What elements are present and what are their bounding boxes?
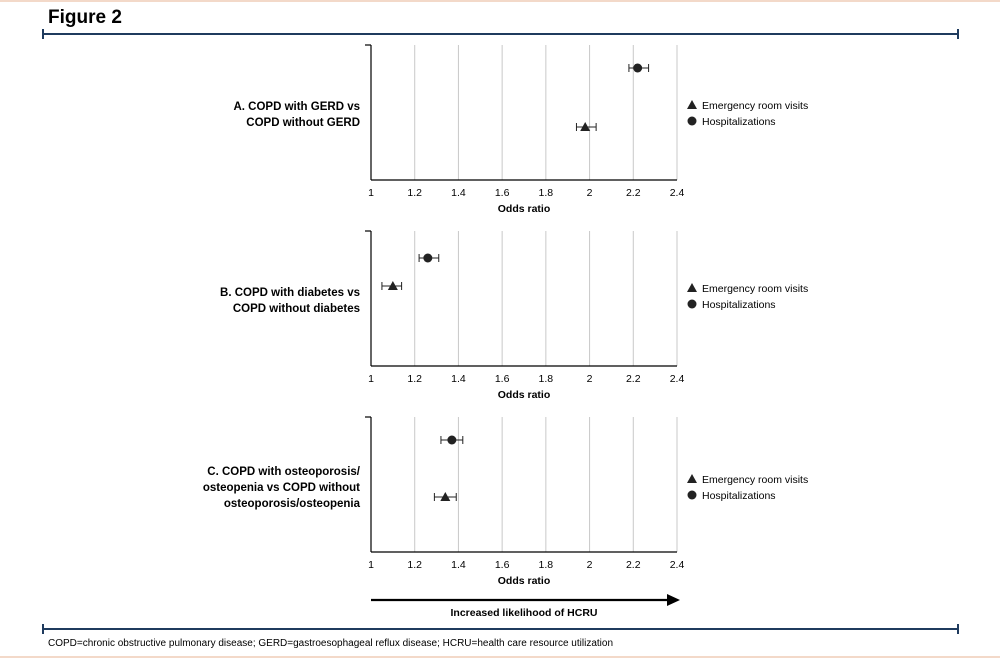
panel-b-tick-label: 2.4	[670, 373, 685, 385]
panel-c-tick-label: 1	[368, 559, 374, 571]
top-border	[0, 0, 1000, 2]
panel-a-tick-label: 1	[368, 187, 374, 199]
panel-c-tick-label: 1.8	[539, 559, 554, 571]
top-rule	[42, 29, 959, 39]
panel-b-legend-item: Hospitalizations	[702, 299, 776, 311]
panel-a-x-axis-label: Odds ratio	[498, 203, 551, 215]
panel-a-legend-item: Hospitalizations	[702, 116, 776, 128]
panel-a-legend-circle-icon	[687, 116, 697, 126]
panel-c-legend-item: Emergency room visits	[702, 474, 808, 486]
figure-title: Figure 2	[48, 7, 122, 28]
panel-b-legend-triangle-icon	[687, 283, 697, 292]
panel-c-label: C. COPD with osteoporosis/ osteopenia vs…	[150, 464, 360, 512]
panel-b-tick-label: 1.4	[451, 373, 466, 385]
panel-a-hospitalizations-point	[633, 63, 643, 73]
likelihood-arrow-label: Increased likelihood of HCRU	[450, 607, 597, 619]
panel-b-label: B. COPD with diabetes vs COPD without di…	[150, 285, 360, 317]
panel-a-er-visits-point	[580, 122, 591, 131]
likelihood-arrow-head	[667, 594, 680, 606]
panel-a-label-line-1: A. COPD with GERD vs	[233, 101, 360, 113]
panel-b-legend-item: Emergency room visits	[702, 283, 808, 295]
panel-b-x-axis-label: Odds ratio	[498, 389, 551, 401]
panel-a-tick-label: 1.6	[495, 187, 510, 199]
panel-a-tick-label: 1.8	[539, 187, 554, 199]
bottom-border	[0, 656, 1000, 658]
panel-b-label-line-1: B. COPD with diabetes vs	[220, 287, 360, 299]
panel-c-tick-label: 2.2	[626, 559, 641, 571]
panel-a-tick-label: 1.4	[451, 187, 466, 199]
panel-b-label-line-2: COPD without diabetes	[232, 303, 360, 315]
panel-a-legend-item: Emergency room visits	[702, 100, 808, 112]
panel-b-hospitalizations-point	[423, 253, 433, 263]
panel-a-label-line-2: COPD without GERD	[246, 117, 360, 129]
panel-b-er-visits-point	[387, 281, 398, 290]
panel-b-tick-label: 2	[587, 373, 593, 385]
panel-c-x-axis-label: Odds ratio	[498, 575, 551, 587]
panel-a-tick-label: 2.4	[670, 187, 685, 199]
bottom-rule	[42, 624, 959, 634]
panel-b-legend-circle-icon	[687, 299, 697, 309]
panel-b-tick-label: 1	[368, 373, 374, 385]
panel-b-tick-label: 1.2	[407, 373, 422, 385]
panel-a-legend-triangle-icon	[687, 100, 697, 109]
panel-c-legend-item: Hospitalizations	[702, 490, 776, 502]
panel-c-er-visits-point	[440, 492, 451, 501]
panel-c-label-line-1: C. COPD with osteoporosis/	[207, 466, 360, 478]
panel-b-tick-label: 2.2	[626, 373, 641, 385]
panel-a-tick-label: 1.2	[407, 187, 422, 199]
footnote: COPD=chronic obstructive pulmonary disea…	[48, 638, 613, 649]
panel-c-legend-triangle-icon	[687, 474, 697, 483]
panel-b-tick-label: 1.8	[539, 373, 554, 385]
panel-c-tick-label: 1.6	[495, 559, 510, 571]
panel-c-legend-circle-icon	[687, 490, 697, 500]
panel-b-tick-label: 1.6	[495, 373, 510, 385]
panel-a-label: A. COPD with GERD vs COPD without GERD	[150, 99, 360, 131]
panel-c-tick-label: 1.2	[407, 559, 422, 571]
panel-a-tick-label: 2.2	[626, 187, 641, 199]
panel-c-tick-label: 1.4	[451, 559, 466, 571]
panel-c-tick-label: 2.4	[670, 559, 685, 571]
panel-c-label-line-2: osteopenia vs COPD without	[202, 482, 360, 494]
panel-a-tick-label: 2	[587, 187, 593, 199]
panel-c-tick-label: 2	[587, 559, 593, 571]
panel-c-label-line-3: osteoporosis/osteopenia	[223, 498, 360, 510]
panel-c-hospitalizations-point	[447, 435, 457, 445]
